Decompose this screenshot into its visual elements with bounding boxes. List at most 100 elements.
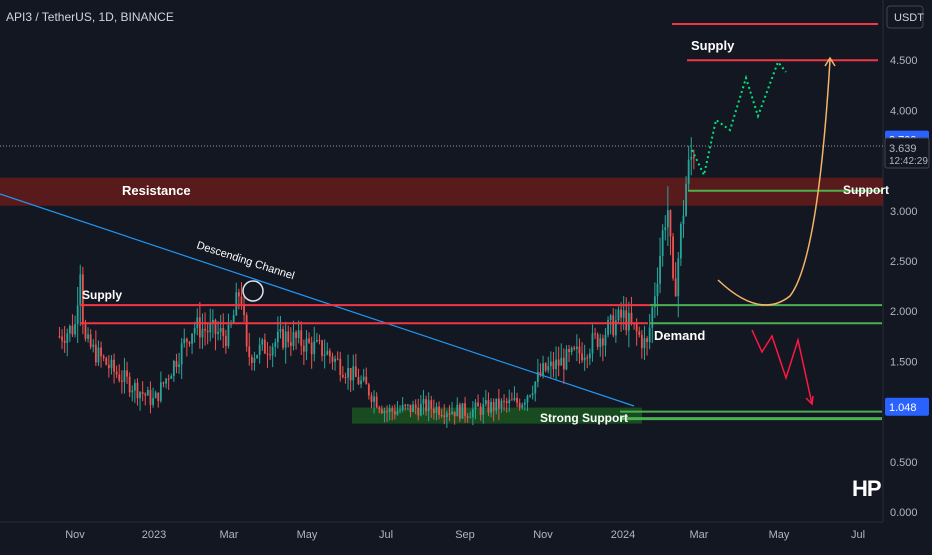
candle-body [513, 397, 516, 401]
candle-body [97, 347, 100, 363]
candle-body [594, 333, 596, 335]
candle-body [482, 404, 485, 415]
candle-body [651, 307, 654, 328]
candle-body [666, 210, 669, 228]
price-tick-label: 2.000 [890, 306, 918, 318]
candle-body [360, 380, 362, 385]
candle-body [165, 378, 167, 384]
candle-body [448, 413, 451, 415]
candle-body [404, 404, 407, 406]
candle-body [474, 402, 477, 410]
candle-body [154, 392, 157, 399]
candle-body [102, 356, 105, 358]
candle-body [328, 350, 331, 357]
candle-body [516, 397, 518, 403]
candle-body [250, 356, 253, 363]
candle-body [453, 411, 456, 417]
candle-body [570, 347, 573, 353]
candle-body [292, 332, 295, 346]
candle-body [617, 309, 620, 321]
candle-body [263, 339, 266, 354]
candle-body [518, 402, 521, 408]
candle-body [227, 324, 230, 347]
candle-body [659, 256, 661, 284]
candle-body [261, 339, 264, 345]
time-tick-label: Jul [379, 529, 393, 541]
candle-body [357, 376, 360, 385]
candle-body [58, 336, 61, 338]
last-price-badge [884, 137, 930, 169]
candle-body [237, 292, 240, 297]
candle-body [170, 375, 173, 379]
candle-body [596, 334, 599, 347]
candle-body [396, 410, 399, 415]
supply-low-label: Supply [82, 288, 122, 302]
candle-body [334, 358, 336, 362]
candle-body [557, 359, 560, 366]
candle-body [630, 312, 633, 323]
candle-body [682, 215, 685, 225]
candle-body [635, 323, 638, 332]
candle-body [107, 364, 110, 369]
last-price-label: 3.639 [889, 143, 917, 155]
candle-body [375, 396, 378, 408]
candle-body [61, 336, 63, 341]
candle-body [248, 346, 251, 357]
candle-body [609, 315, 612, 321]
candle-body [573, 347, 576, 349]
candle-body [620, 309, 622, 318]
candle-body [269, 354, 271, 356]
currency-button[interactable] [886, 5, 924, 29]
candle-body [310, 342, 313, 355]
candle-body [510, 399, 513, 401]
candle-body [406, 404, 409, 406]
candle-body [204, 328, 206, 331]
candle-body [105, 357, 108, 365]
candle-body [536, 371, 539, 382]
price-tick-label: 0.000 [890, 507, 918, 519]
candle-body [149, 390, 152, 405]
bearish-projection-path [751, 329, 813, 405]
candle-body [323, 354, 326, 356]
candle-body [282, 328, 284, 348]
candle-body [183, 338, 186, 344]
candle-body [133, 382, 136, 391]
candle-body [271, 346, 274, 356]
candle-body [487, 400, 490, 413]
candle-body [110, 359, 113, 369]
candle-body [607, 320, 609, 335]
candle-body [612, 315, 615, 336]
candle-body [341, 374, 344, 378]
candle-body [139, 392, 141, 399]
candle-body [495, 398, 498, 411]
support-label: Support [843, 183, 889, 197]
candle-body [256, 354, 258, 359]
candle-body [638, 331, 641, 335]
candle-body [300, 330, 303, 346]
candle-body [100, 347, 102, 357]
candle-body [245, 315, 248, 347]
candle-body [198, 317, 201, 338]
currency-button-label[interactable]: USDT [894, 12, 924, 24]
candle-body [157, 392, 160, 401]
candle-body [692, 156, 695, 159]
time-tick-label: May [769, 529, 790, 541]
candle-body [302, 345, 305, 352]
candle-body [92, 344, 95, 347]
candle-body [79, 274, 82, 306]
candle-body [438, 406, 440, 415]
candle-body [456, 404, 459, 417]
candle-body [458, 404, 461, 419]
candle-body [477, 402, 479, 407]
candle-body [240, 296, 243, 304]
candle-body [118, 374, 121, 381]
candle-body [534, 381, 537, 394]
candle-body [380, 409, 383, 414]
candle-body [690, 156, 693, 160]
strong-support-label: Strong Support [540, 411, 628, 425]
candle-body [123, 370, 126, 382]
candle-body [84, 324, 87, 339]
time-tick-label: May [297, 529, 318, 541]
